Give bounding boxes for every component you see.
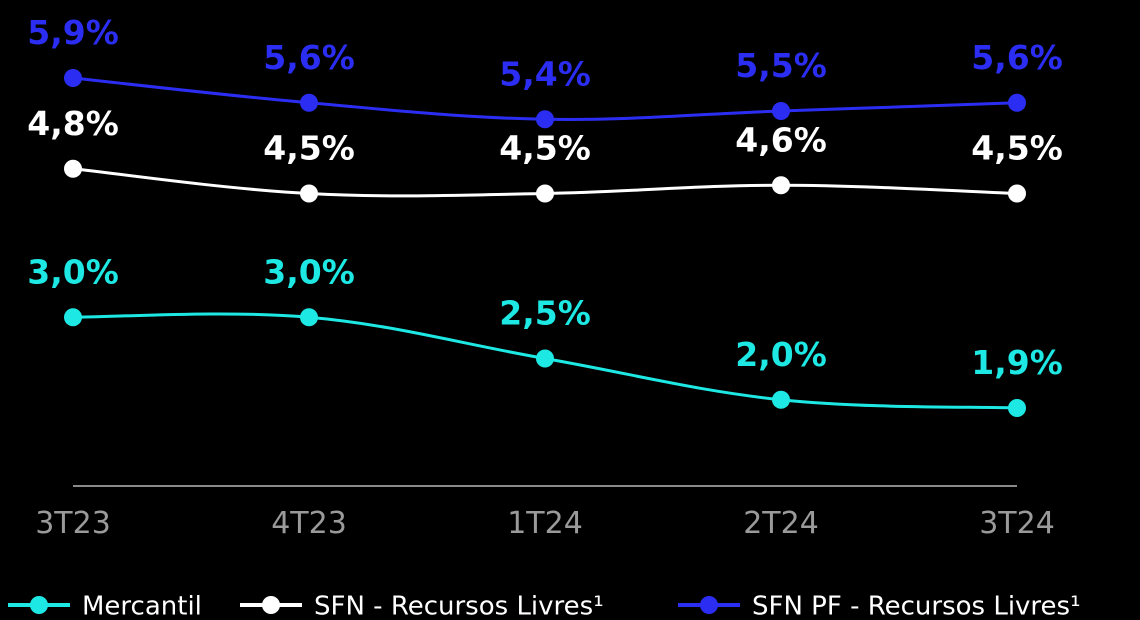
data-label: 4,5% xyxy=(263,129,355,168)
data-label: 4,5% xyxy=(499,129,591,168)
legend-label: SFN - Recursos Livres¹ xyxy=(314,592,604,620)
data-label: 2,0% xyxy=(735,335,827,374)
data-point xyxy=(300,93,318,112)
x-tick-label: 3T24 xyxy=(979,506,1055,541)
data-label: 5,6% xyxy=(263,38,355,77)
legend-label: SFN PF - Recursos Livres¹ xyxy=(752,592,1081,620)
data-point xyxy=(64,159,82,178)
data-label: 5,5% xyxy=(735,46,827,85)
data-point xyxy=(64,308,82,327)
x-tick-label: 2T24 xyxy=(743,506,819,541)
data-point xyxy=(772,176,790,195)
data-point xyxy=(536,110,554,129)
data-point xyxy=(772,102,790,120)
data-label: 4,5% xyxy=(971,129,1063,168)
data-point xyxy=(1008,184,1026,203)
data-point xyxy=(772,390,790,409)
data-label: 5,6% xyxy=(971,38,1063,77)
data-point xyxy=(64,69,82,87)
x-tick-label: 1T24 xyxy=(507,506,583,541)
data-label: 3,0% xyxy=(263,252,355,291)
data-point xyxy=(300,184,318,203)
data-label: 1,9% xyxy=(971,343,1063,382)
data-label: 2,5% xyxy=(499,294,591,333)
legend-marker xyxy=(30,596,48,614)
data-point xyxy=(1008,93,1026,112)
legend-label: Mercantil xyxy=(82,592,202,620)
legend-marker xyxy=(262,596,280,614)
data-label: 5,4% xyxy=(499,54,591,93)
data-label: 5,9% xyxy=(27,13,119,52)
data-point xyxy=(536,349,554,368)
data-label: 4,8% xyxy=(27,104,119,143)
data-label: 4,6% xyxy=(735,120,827,159)
legend-marker xyxy=(700,596,718,614)
x-tick-label: 4T23 xyxy=(271,506,347,541)
data-point xyxy=(1008,399,1026,417)
data-label: 3,0% xyxy=(27,252,119,291)
x-tick-label: 3T23 xyxy=(35,506,111,541)
data-point xyxy=(536,184,554,203)
data-point xyxy=(300,308,318,327)
